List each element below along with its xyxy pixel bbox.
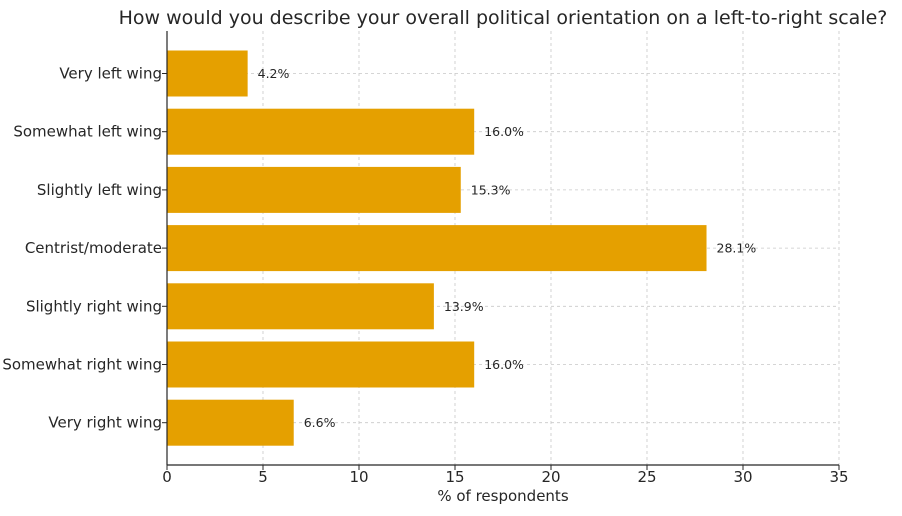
category-label: Slightly left wing: [37, 181, 162, 199]
bar: [167, 50, 248, 97]
x-tick-label: 20: [541, 468, 560, 486]
category-label: Somewhat left wing: [13, 123, 162, 141]
category-label: Centrist/moderate: [25, 239, 162, 257]
data-label: 16.0%: [484, 357, 524, 372]
x-tick-label: 10: [349, 468, 368, 486]
x-tick-label: 25: [637, 468, 656, 486]
category-label: Very right wing: [48, 414, 162, 432]
data-labels-layer: 4.2% 16.0% 15.3% 28.1% 13.9% 16.0% 6.6%: [258, 66, 757, 430]
data-label: 4.2%: [258, 66, 290, 81]
x-tick-label: 35: [829, 468, 848, 486]
data-label: 6.6%: [304, 415, 336, 430]
bar: [167, 108, 475, 155]
x-tick-label: 30: [733, 468, 752, 486]
data-label: 13.9%: [444, 299, 484, 314]
chart-title: How would you describe your overall poli…: [119, 7, 888, 29]
data-label: 28.1%: [717, 241, 757, 256]
x-axis-label: % of respondents: [437, 487, 568, 505]
category-label: Somewhat right wing: [2, 356, 162, 374]
bar: [167, 341, 475, 388]
bar: [167, 399, 294, 446]
x-tick-label: 15: [445, 468, 464, 486]
bar: [167, 225, 707, 272]
category-label: Slightly right wing: [26, 297, 162, 315]
bar: [167, 283, 434, 330]
axes-layer: 0 5 10 15 20 25 30 35 Very left wing Somewhat lef…: [2, 31, 849, 486]
data-label: 15.3%: [471, 182, 511, 197]
category-label: Very left wing: [59, 65, 162, 83]
x-tick-label: 5: [258, 468, 268, 486]
bars-layer: [167, 50, 707, 446]
data-label: 16.0%: [484, 124, 524, 139]
x-tick-label: 0: [162, 468, 172, 486]
bar: [167, 166, 461, 213]
